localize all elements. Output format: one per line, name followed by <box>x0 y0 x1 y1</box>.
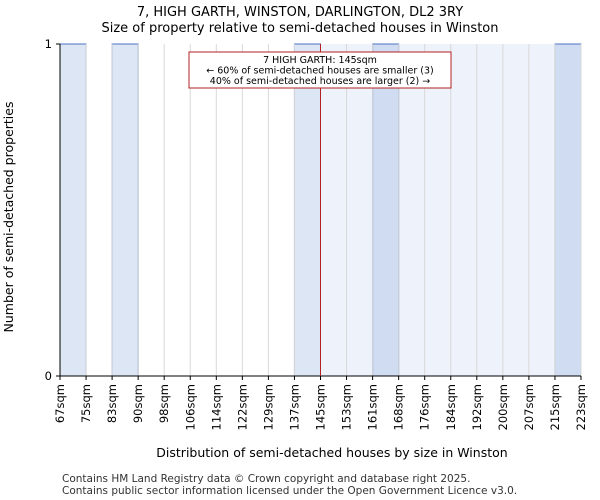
bar <box>111 43 139 377</box>
x-tick-label: 137sqm <box>287 384 301 430</box>
x-tick-label: 223sqm <box>574 384 588 430</box>
annotation-text-line: 7 HIGH GARTH: 145sqm <box>263 55 377 66</box>
footer-attribution: Contains HM Land Registry data © Crown c… <box>62 473 471 485</box>
bar <box>59 43 87 377</box>
x-tick-label: 207sqm <box>522 384 536 430</box>
y-axis-label: Number of semi-detached properties <box>1 102 16 333</box>
x-tick-label: 153sqm <box>340 384 354 430</box>
x-tick-label: 168sqm <box>392 384 406 430</box>
x-tick-label: 184sqm <box>444 384 458 430</box>
x-axis-label: Distribution of semi-detached houses by … <box>156 445 507 460</box>
x-tick-label: 75sqm <box>79 384 93 423</box>
x-tick-label: 129sqm <box>261 384 275 430</box>
x-tick-label: 67sqm <box>53 384 67 423</box>
x-tick-label: 200sqm <box>496 384 510 430</box>
x-tick-label: 114sqm <box>209 384 223 430</box>
x-tick-label: 215sqm <box>548 384 562 430</box>
x-tick-label: 90sqm <box>131 384 145 423</box>
x-tick-label: 106sqm <box>183 384 197 430</box>
chart-title: 7, HIGH GARTH, WINSTON, DARLINGTON, DL2 … <box>136 5 464 20</box>
bar <box>293 43 322 377</box>
annotation-text-line: 40% of semi-detached houses are larger (… <box>210 76 430 87</box>
x-tick-label: 145sqm <box>314 384 328 430</box>
x-tick-label: 176sqm <box>418 384 432 430</box>
annotation-text-line: ← 60% of semi-detached houses are smalle… <box>206 66 434 77</box>
x-tick-label: 161sqm <box>366 384 380 430</box>
y-tick-label: 1 <box>45 37 52 51</box>
x-tick-label: 192sqm <box>470 384 484 430</box>
annotation-box <box>188 51 452 89</box>
bar <box>554 43 582 377</box>
chart-subtitle: Size of property relative to semi-detach… <box>101 21 499 36</box>
y-tick-label: 0 <box>45 369 52 383</box>
x-tick-label: 83sqm <box>105 384 119 423</box>
footer-licence: Contains public sector information licen… <box>62 485 518 497</box>
x-tick-label: 98sqm <box>157 384 171 423</box>
bar <box>372 43 400 377</box>
x-tick-label: 122sqm <box>235 384 249 430</box>
